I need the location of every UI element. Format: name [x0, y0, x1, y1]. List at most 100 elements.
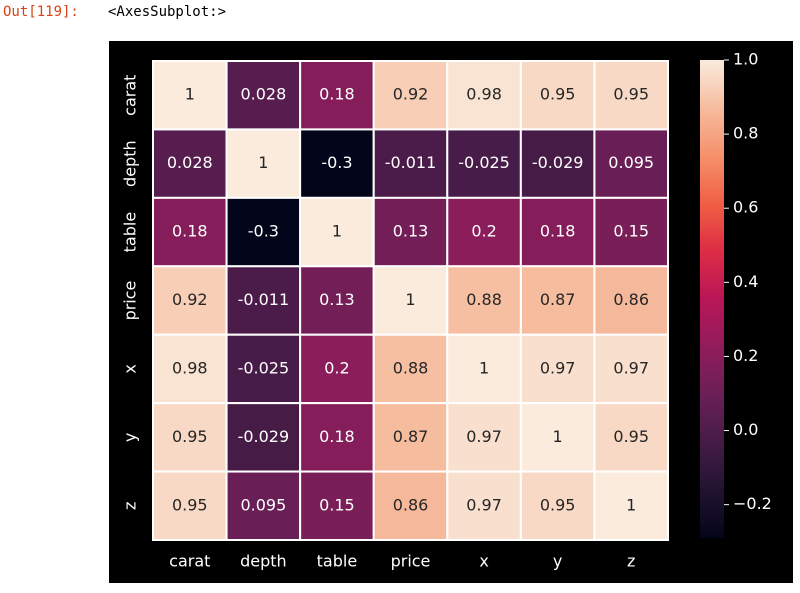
heatmap-cell: [446, 196, 522, 268]
heatmap-cell: [225, 402, 302, 473]
heatmap-cell: [225, 333, 302, 405]
heatmap-cell: [299, 128, 375, 199]
cell-label: -0.011: [385, 153, 437, 172]
cell-label: 0.95: [172, 427, 208, 446]
heatmap-cell: [372, 333, 449, 405]
heatmap-cell: [593, 333, 670, 405]
y-tick-label: table: [121, 212, 140, 253]
colorbar-tick-label: 0.2: [733, 346, 758, 365]
cell-label: 0.18: [172, 222, 208, 241]
heatmap-cell: [152, 470, 228, 542]
colorbar-tick-label: 0.0: [733, 420, 758, 439]
cell-label: -0.3: [321, 153, 352, 172]
cell-label: 0.18: [319, 427, 355, 446]
heatmap-cell: [372, 402, 449, 473]
colorbar-tick-label: −0.2: [733, 494, 772, 513]
heatmap-cell: [225, 265, 302, 336]
cell-label: -0.029: [238, 427, 290, 446]
heatmap-cell: [299, 60, 375, 131]
cell-label: 0.88: [393, 358, 429, 377]
colorbar: [700, 60, 724, 538]
cell-label: 0.18: [319, 85, 355, 104]
output-prompt: Out[119]:: [3, 4, 79, 20]
colorbar-tick-label: 0.6: [733, 198, 758, 217]
cell-label: 0.98: [172, 358, 208, 377]
cell-label: 0.028: [240, 85, 286, 104]
cell-label: 0.95: [172, 495, 208, 514]
colorbar-tick-label: 1.0: [733, 50, 758, 69]
cell-label: 0.13: [319, 290, 355, 309]
heatmap-cell: [593, 196, 670, 268]
cell-label: 0.88: [466, 290, 502, 309]
heatmap-cell: [446, 402, 522, 473]
cell-label: 0.028: [167, 153, 213, 172]
heatmap-cell: [593, 128, 670, 199]
cell-label: 0.87: [540, 290, 576, 309]
cell-label: 0.18: [540, 222, 576, 241]
cell-label: 0.92: [393, 85, 429, 104]
cell-label: 0.095: [608, 153, 654, 172]
cell-label: 0.15: [319, 495, 355, 514]
cell-label: 0.98: [466, 85, 502, 104]
heatmap-cell: [152, 333, 228, 405]
cell-label: 1: [405, 290, 415, 309]
cell-label: 0.2: [471, 222, 496, 241]
x-tick-label: x: [479, 552, 488, 571]
cell-label: 0.095: [240, 495, 286, 514]
cell-label: 0.15: [613, 222, 649, 241]
cell-label: 0.86: [393, 495, 429, 514]
cell-label: 0.95: [613, 85, 649, 104]
heatmap-cell: [593, 470, 670, 542]
heatmap-cell: [446, 265, 522, 336]
heatmap-cell: [372, 265, 449, 336]
cell-label: -0.029: [532, 153, 584, 172]
cell-label: 0.95: [613, 427, 649, 446]
x-tick-label: table: [317, 552, 358, 571]
heatmap-cell: [519, 128, 596, 199]
heatmap-cell: [446, 470, 522, 542]
cell-label: 0.87: [393, 427, 429, 446]
cell-label: 0.97: [540, 358, 576, 377]
heatmap-cell: [152, 265, 228, 336]
y-tick-label: depth: [121, 140, 140, 187]
heatmap-cell: [593, 402, 670, 473]
cell-label: 1: [553, 427, 563, 446]
cell-label: 1: [332, 222, 342, 241]
colorbar-tick-label: 0.4: [733, 272, 758, 291]
cell-label: -0.3: [248, 222, 279, 241]
cell-label: -0.025: [238, 358, 290, 377]
cell-label: 1: [626, 495, 636, 514]
output-text: <AxesSubplot:>: [108, 4, 227, 20]
cell-label: 1: [185, 85, 195, 104]
heatmap-cell: [225, 470, 302, 542]
cell-label: 0.97: [613, 358, 649, 377]
heatmap-cell: [593, 265, 670, 336]
cell-label: 0.86: [613, 290, 649, 309]
x-tick-label: depth: [240, 552, 287, 571]
heatmap-cell: [372, 128, 449, 199]
heatmap-cell: [299, 470, 375, 542]
cell-label: 0.13: [393, 222, 429, 241]
y-tick-label: x: [121, 364, 140, 373]
cell-label: 0.92: [172, 290, 208, 309]
x-tick-label: y: [553, 552, 562, 571]
heatmap-cell: [446, 60, 522, 131]
x-tick-label: z: [627, 552, 635, 571]
x-tick-label: carat: [169, 552, 210, 571]
heatmap-cell: [519, 196, 596, 268]
y-tick-label: price: [121, 281, 140, 321]
cell-label: -0.011: [238, 290, 290, 309]
cell-label: 0.95: [540, 495, 576, 514]
heatmap-cell: [519, 60, 596, 131]
cell-label: 0.97: [466, 495, 502, 514]
x-tick-label: price: [391, 552, 431, 571]
cell-label: 0.95: [540, 85, 576, 104]
y-tick-label: z: [121, 502, 140, 510]
heatmap-cell: [225, 196, 302, 268]
y-tick-label: carat: [121, 75, 140, 116]
cell-label: 0.2: [324, 358, 349, 377]
y-tick-label: y: [121, 433, 140, 442]
cell-label: 1: [479, 358, 489, 377]
